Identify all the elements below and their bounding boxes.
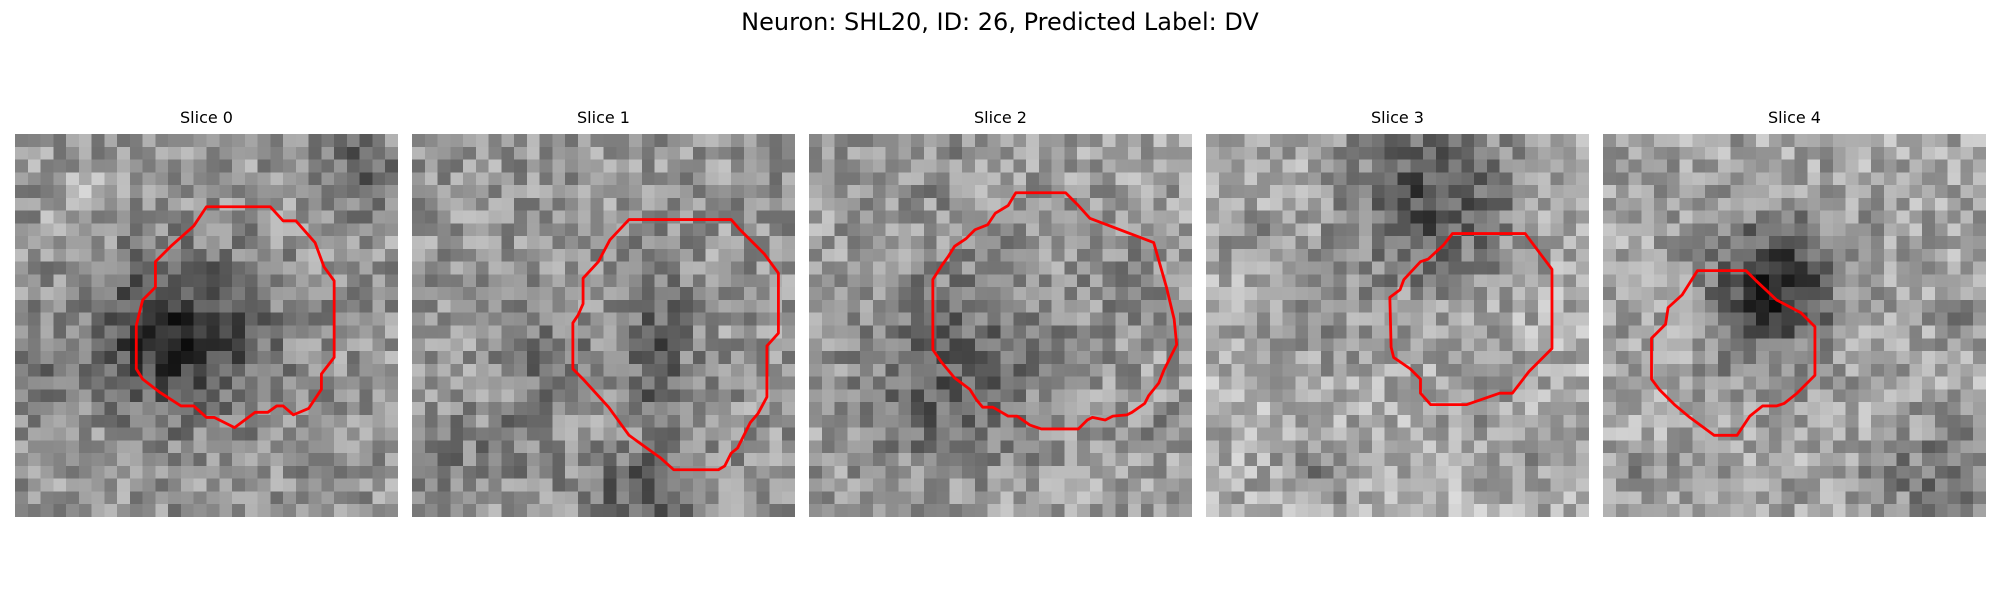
slice-image-3 xyxy=(1206,134,1589,517)
roi-contour-3 xyxy=(1388,232,1554,407)
slice-title-3: Slice 3 xyxy=(1371,108,1424,127)
slice-image-2 xyxy=(809,134,1192,517)
roi-contour-1 xyxy=(571,218,780,472)
slice-title-2: Slice 2 xyxy=(974,108,1027,127)
slice-panel-1: Slice 1 xyxy=(412,108,795,518)
slice-title-1: Slice 1 xyxy=(577,108,630,127)
figure-title: Neuron: SHL20, ID: 26, Predicted Label: … xyxy=(741,8,1259,36)
slice-image-0 xyxy=(15,134,398,517)
slice-image-1 xyxy=(412,134,795,517)
slice-image-4 xyxy=(1603,134,1986,517)
slice-panel-4: Slice 4 xyxy=(1603,108,1986,518)
slice-panel-0: Slice 0 xyxy=(15,108,398,518)
roi-contour-0 xyxy=(134,205,336,430)
slice-title-0: Slice 0 xyxy=(180,108,233,127)
slice-title-4: Slice 4 xyxy=(1768,108,1821,127)
slice-panel-3: Slice 3 xyxy=(1206,108,1589,518)
slice-panel-2: Slice 2 xyxy=(809,108,1192,518)
roi-contour-2 xyxy=(931,191,1179,431)
roi-contour-4 xyxy=(1650,269,1817,437)
